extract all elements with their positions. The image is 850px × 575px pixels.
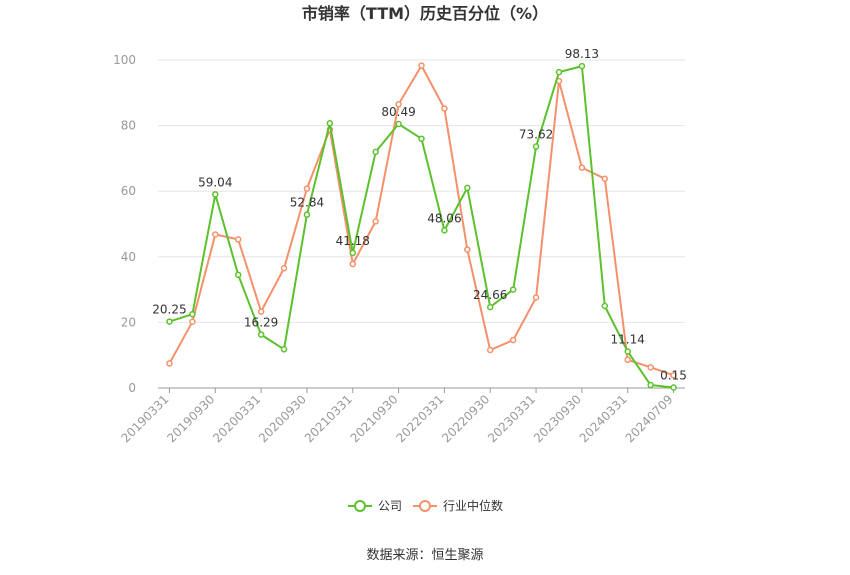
data-point-company — [464, 184, 471, 192]
data-point-company — [303, 211, 311, 218]
data-label: 0.15 — [660, 369, 687, 383]
data-point-company — [166, 318, 173, 325]
data-point-industry — [647, 364, 654, 371]
x-tick-label: 20230930 — [531, 392, 584, 445]
data-point-industry — [303, 185, 311, 192]
data-point-company — [624, 348, 631, 355]
data-point-company — [441, 227, 448, 234]
data-point-company — [670, 384, 677, 391]
data-point-industry — [212, 231, 219, 238]
data-point-industry — [349, 260, 357, 268]
data-label: 11.14 — [611, 332, 645, 346]
y-tick-label: 100 — [113, 53, 136, 67]
x-tick-label: 20240331 — [577, 392, 630, 445]
data-point-company — [647, 381, 654, 389]
data-point-company — [486, 303, 494, 311]
data-point-industry — [166, 360, 173, 367]
data-point-company — [326, 120, 334, 127]
data-point-company — [280, 346, 288, 353]
x-tick-label: 20190331 — [118, 392, 171, 445]
data-label: 59.04 — [198, 175, 232, 189]
data-label: 41.18 — [336, 234, 370, 248]
legend-item-company[interactable]: 公司 — [348, 499, 402, 513]
legend[interactable]: 公司 行业中位数 — [348, 498, 503, 513]
data-point-industry — [257, 308, 265, 315]
legend-marker-industry — [419, 500, 431, 512]
data-label: 48.06 — [427, 211, 461, 225]
data-point-company — [532, 143, 540, 150]
y-axis-ticks: 0 20 40 60 80 100 — [113, 53, 136, 395]
data-point-company — [555, 68, 563, 76]
data-point-industry — [234, 236, 242, 243]
chart-title: 市销率（TTM）历史百分位（%） — [302, 4, 548, 23]
legend-item-industry[interactable]: 行业中位数 — [413, 498, 503, 513]
legend-label-company: 公司 — [378, 499, 402, 513]
series-layer — [166, 62, 677, 391]
data-point-industry — [395, 101, 402, 108]
data-point-industry — [486, 346, 494, 354]
data-point-industry — [532, 294, 540, 301]
x-tick-label: 20220930 — [439, 392, 492, 445]
data-point-company — [234, 271, 242, 279]
x-tick-label: 20200930 — [256, 392, 309, 445]
data-label: 24.66 — [473, 288, 507, 302]
series-line-company — [169, 65, 674, 389]
data-point-company — [189, 310, 196, 318]
data-point-industry — [280, 265, 288, 272]
data-point-company — [509, 286, 517, 293]
grid-lines — [158, 59, 685, 323]
legend-label-industry: 行业中位数 — [443, 498, 503, 513]
data-point-industry — [624, 356, 631, 364]
data-point-industry — [578, 164, 586, 171]
data-label: 98.13 — [565, 47, 599, 61]
x-tick-label: 20220331 — [393, 392, 446, 445]
x-tick-label: 20240709 — [623, 392, 676, 445]
data-point-industry — [372, 218, 379, 225]
data-point-company — [578, 62, 586, 70]
x-tick-label: 20210331 — [302, 392, 355, 445]
x-tick-label: 20190930 — [164, 392, 217, 445]
y-tick-label: 60 — [121, 184, 136, 198]
data-label: 80.49 — [381, 105, 415, 119]
x-tick-label: 20210930 — [348, 392, 401, 445]
data-point-industry — [601, 175, 609, 182]
data-label: 20.25 — [152, 303, 186, 317]
y-tick-label: 0 — [128, 381, 136, 395]
data-point-company — [212, 191, 219, 198]
source-note: 数据来源：恒生聚源 — [366, 548, 483, 563]
data-point-company — [372, 148, 379, 156]
y-tick-label: 80 — [121, 119, 136, 133]
x-axis: 2019033120190930202003312020093020210331… — [118, 387, 685, 445]
data-label: 16.29 — [244, 316, 278, 330]
data-point-industry — [670, 371, 677, 379]
y-tick-label: 40 — [121, 250, 136, 264]
data-point-company — [257, 331, 265, 338]
legend-marker-company — [354, 500, 366, 512]
y-tick-label: 20 — [121, 315, 136, 329]
data-label: 73.62 — [519, 128, 553, 142]
x-tick-label: 20200331 — [210, 392, 263, 445]
data-point-industry — [441, 105, 448, 112]
data-point-industry — [464, 246, 471, 253]
data-point-industry — [509, 336, 517, 344]
data-label: 52.84 — [290, 196, 324, 210]
x-tick-label: 20230331 — [485, 392, 538, 445]
data-point-company — [349, 249, 357, 257]
data-point-industry — [189, 318, 196, 325]
data-point-company — [601, 302, 609, 310]
data-labels: 20.25 59.04 16.29 52.84 41.18 80.49 48.06 24.66… — [152, 47, 687, 382]
data-point-industry — [418, 62, 425, 69]
data-point-company — [395, 120, 402, 128]
data-point-company — [418, 135, 425, 142]
